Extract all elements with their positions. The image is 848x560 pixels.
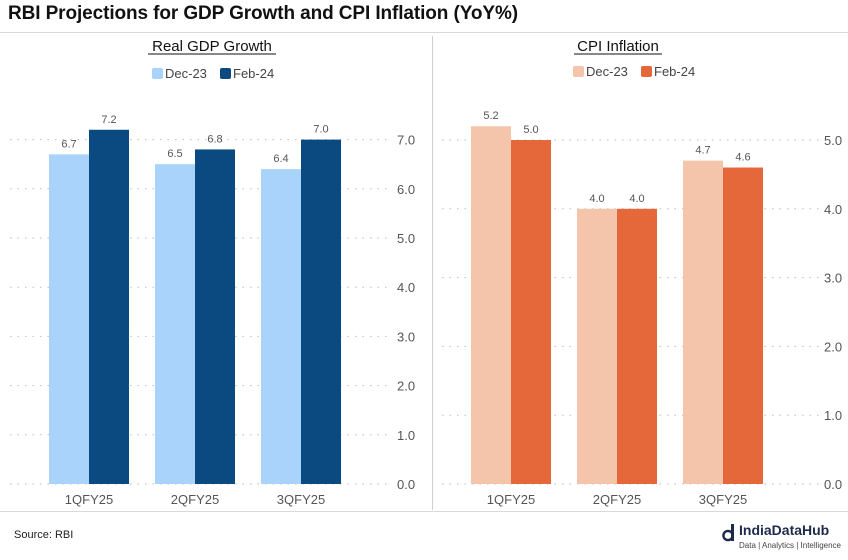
gdp-y-tick-label: 2.0 — [397, 379, 415, 394]
source-note: Source: RBI — [14, 529, 74, 541]
gdp-bar-dec-23-3qfy25 — [261, 169, 301, 484]
cpi-legend-swatch-dec-23 — [573, 66, 584, 77]
main-title: RBI Projections for GDP Growth and CPI I… — [8, 3, 518, 24]
gdp-y-tick-label: 7.0 — [397, 133, 415, 148]
brand-name: IndiaDataHub — [739, 522, 830, 538]
gdp-data-label: 6.4 — [273, 153, 288, 165]
panel-divider — [432, 36, 433, 510]
gdp-y-tick-label: 4.0 — [397, 280, 415, 295]
cpi-y-tick-label: 5.0 — [824, 133, 842, 148]
cpi-data-label: 5.2 — [483, 110, 498, 122]
cpi-y-tick-label: 3.0 — [824, 271, 842, 286]
cpi-y-tick-label: 0.0 — [824, 477, 842, 492]
gdp-x-tick-label: 3QFY25 — [277, 492, 325, 507]
gdp-legend-swatch-dec-23 — [152, 68, 163, 79]
gdp-y-tick-label: 1.0 — [397, 428, 415, 443]
cpi-bar-dec-23-1qfy25 — [471, 126, 511, 485]
gdp-data-label: 6.7 — [61, 138, 76, 150]
cpi-bar-feb-24-2qfy25 — [617, 208, 657, 485]
gdp-legend-label-dec-23: Dec-23 — [165, 66, 207, 81]
gdp-data-label: 7.2 — [101, 114, 116, 126]
gdp-y-tick-label: 0.0 — [397, 477, 415, 492]
gdp-data-label: 7.0 — [313, 124, 328, 136]
cpi-data-label: 4.0 — [629, 193, 644, 205]
cpi-x-tick-label: 2QFY25 — [593, 492, 641, 507]
d-logo-icon — [722, 524, 734, 542]
gdp-chart: Real GDP Growth Dec-23 Feb-24 0.0 1.0 2.0 3.0 4… — [10, 38, 415, 507]
gdp-data-label: 6.8 — [207, 133, 222, 145]
cpi-bar-dec-23-3qfy25 — [683, 160, 723, 484]
cpi-panel-title: CPI Inflation — [577, 38, 659, 55]
cpi-data-label: 4.7 — [695, 145, 710, 157]
cpi-data-label: 4.6 — [735, 152, 750, 164]
cpi-chart: CPI Inflation Dec-23 Feb-24 0.0 1.0 2.0 3.0 4.0… — [442, 38, 842, 507]
gdp-legend-label-feb-24: Feb-24 — [233, 66, 274, 81]
panel-frame — [0, 32, 848, 512]
cpi-x-tick-label: 1QFY25 — [487, 492, 535, 507]
cpi-bar-dec-23-2qfy25 — [577, 208, 617, 485]
gdp-bar-feb-24-2qfy25 — [195, 149, 235, 484]
cpi-legend-label-dec-23: Dec-23 — [586, 64, 628, 79]
gdp-x-tick-label: 2QFY25 — [171, 492, 219, 507]
gdp-panel-title: Real GDP Growth — [152, 38, 272, 55]
brand-block: IndiaDataHub Data | Analytics | Intellig… — [722, 522, 842, 554]
gdp-y-tick-label: 5.0 — [397, 231, 415, 246]
cpi-legend-label-feb-24: Feb-24 — [654, 64, 695, 79]
cpi-data-label: 4.0 — [589, 193, 604, 205]
cpi-x-tick-label: 3QFY25 — [699, 492, 747, 507]
gdp-bar-feb-24-3qfy25 — [301, 139, 341, 484]
gdp-legend-swatch-feb-24 — [220, 68, 231, 79]
cpi-data-label: 5.0 — [523, 124, 538, 136]
gdp-bar-feb-24-1qfy25 — [89, 129, 129, 484]
gdp-y-tick-label: 3.0 — [397, 329, 415, 344]
gdp-y-tick-label: 6.0 — [397, 182, 415, 197]
gdp-data-label: 6.5 — [167, 148, 182, 160]
cpi-y-tick-label: 2.0 — [824, 339, 842, 354]
cpi-y-tick-label: 4.0 — [824, 202, 842, 217]
cpi-y-tick-label: 1.0 — [824, 408, 842, 423]
cpi-bar-feb-24-1qfy25 — [511, 140, 551, 484]
cpi-bar-feb-24-3qfy25 — [723, 167, 763, 484]
gdp-x-tick-label: 1QFY25 — [65, 492, 113, 507]
gdp-bar-dec-23-1qfy25 — [49, 154, 89, 485]
gdp-bar-dec-23-2qfy25 — [155, 164, 195, 484]
cpi-legend-swatch-feb-24 — [641, 66, 652, 77]
brand-tagline: Data | Analytics | Intelligence — [739, 541, 841, 550]
